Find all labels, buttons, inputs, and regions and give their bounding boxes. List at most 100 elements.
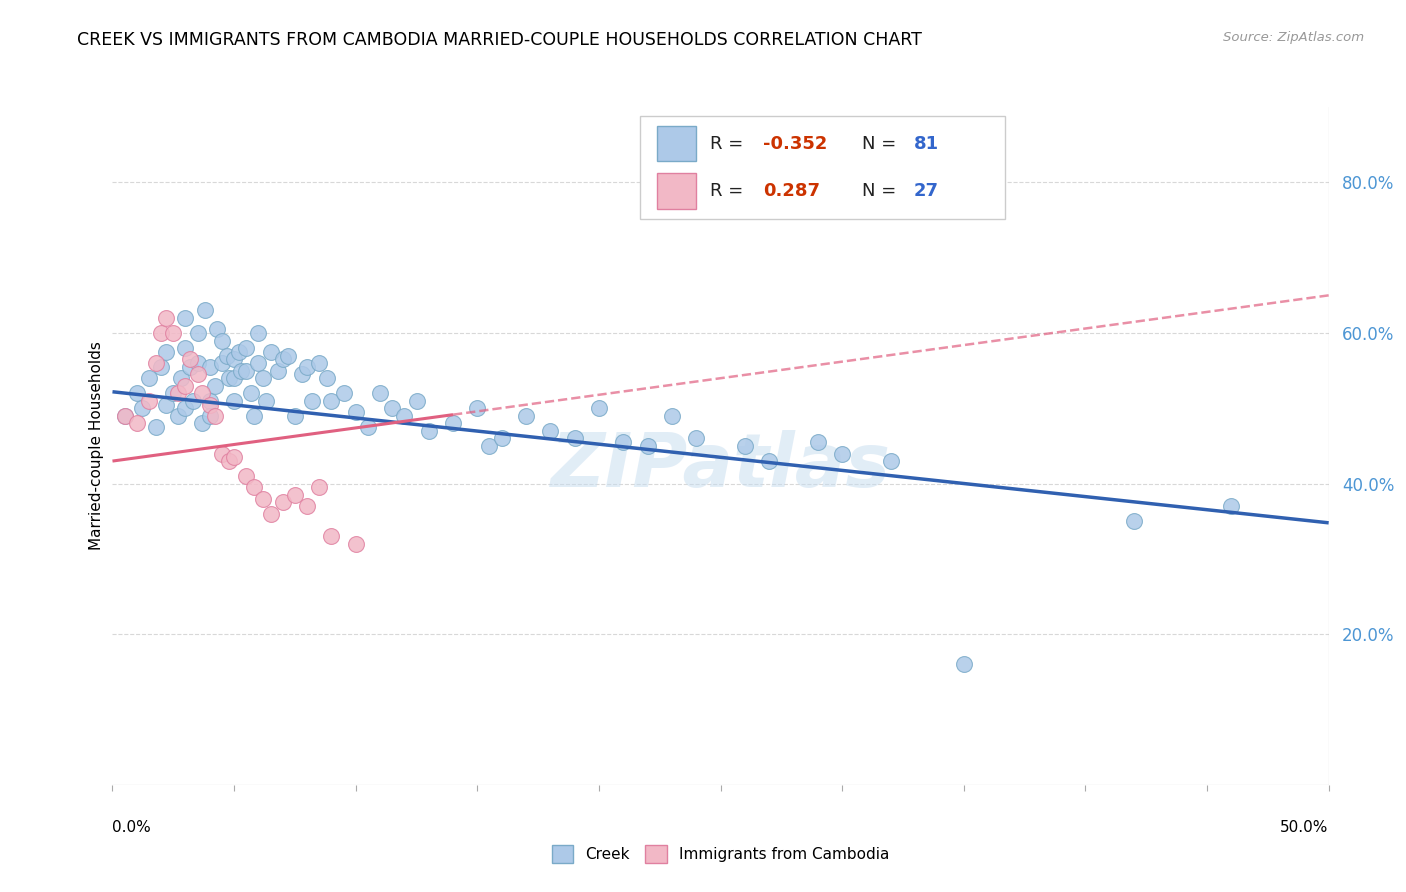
Point: [155, 398, 177, 412]
Point: [179, 359, 201, 374]
Point: [247, 356, 270, 370]
Point: [441, 417, 464, 431]
Point: [231, 364, 253, 378]
Point: [198, 359, 221, 374]
Point: [198, 393, 221, 408]
Point: [344, 405, 367, 419]
Point: [271, 495, 294, 509]
Point: [291, 368, 314, 382]
Point: [321, 393, 343, 408]
Point: [235, 469, 257, 483]
Text: Source: ZipAtlas.com: Source: ZipAtlas.com: [1223, 31, 1364, 45]
Point: [394, 409, 416, 423]
Point: [564, 432, 586, 446]
Point: [174, 341, 197, 355]
Text: 0.0%: 0.0%: [112, 821, 152, 835]
Point: [465, 401, 489, 416]
Point: [308, 356, 330, 370]
Point: [357, 420, 380, 434]
Point: [179, 352, 201, 367]
Text: N =: N =: [862, 182, 901, 200]
Point: [661, 409, 683, 423]
Point: [114, 409, 136, 423]
Point: [284, 409, 307, 423]
Text: -0.352: -0.352: [763, 135, 828, 153]
Point: [167, 409, 190, 423]
Point: [218, 454, 240, 468]
Text: 81: 81: [914, 135, 939, 153]
Point: [344, 537, 367, 551]
Point: [198, 398, 221, 412]
Point: [1123, 514, 1146, 528]
Text: ZIPatlas: ZIPatlas: [551, 430, 890, 503]
Point: [150, 359, 173, 374]
Point: [612, 435, 634, 450]
Point: [191, 386, 214, 401]
Point: [235, 364, 257, 378]
Point: [191, 417, 214, 431]
Point: [222, 393, 246, 408]
Point: [685, 432, 707, 446]
Point: [953, 657, 976, 672]
Point: [204, 409, 226, 423]
Legend: Creek, Immigrants from Cambodia: Creek, Immigrants from Cambodia: [546, 839, 896, 869]
Point: [215, 349, 238, 363]
Point: [259, 507, 281, 521]
Point: [242, 409, 264, 423]
Text: 50.0%: 50.0%: [1281, 821, 1329, 835]
Point: [247, 326, 270, 340]
Text: N =: N =: [862, 135, 901, 153]
Point: [405, 393, 427, 408]
Point: [588, 401, 610, 416]
Point: [277, 349, 299, 363]
Point: [218, 371, 240, 385]
Point: [491, 432, 513, 446]
Point: [734, 439, 756, 453]
Point: [211, 356, 233, 370]
Point: [174, 401, 197, 416]
Point: [222, 450, 246, 465]
Point: [259, 344, 281, 359]
Point: [222, 352, 246, 367]
Point: [169, 371, 191, 385]
Point: [478, 439, 501, 453]
Point: [138, 393, 160, 408]
Point: [174, 310, 197, 325]
Y-axis label: Married-couple Households: Married-couple Households: [89, 342, 104, 550]
Point: [831, 446, 853, 460]
Point: [252, 371, 274, 385]
Point: [418, 424, 440, 438]
Point: [240, 386, 263, 401]
Point: [145, 356, 167, 370]
Text: R =: R =: [710, 135, 749, 153]
Point: [758, 454, 780, 468]
Point: [515, 409, 537, 423]
Point: [181, 393, 204, 408]
Point: [222, 371, 246, 385]
Point: [301, 393, 323, 408]
Point: [155, 344, 177, 359]
Point: [155, 310, 177, 325]
Point: [198, 409, 221, 423]
Point: [194, 303, 217, 318]
Point: [162, 326, 184, 340]
Point: [138, 371, 160, 385]
Point: [315, 371, 337, 385]
Point: [321, 529, 343, 543]
Point: [228, 344, 250, 359]
Point: [145, 420, 167, 434]
Point: [807, 435, 830, 450]
Point: [150, 326, 173, 340]
Point: [125, 386, 148, 401]
Point: [538, 424, 561, 438]
Point: [295, 359, 318, 374]
Point: [1220, 500, 1243, 514]
Point: [332, 386, 354, 401]
Point: [187, 368, 209, 382]
Text: R =: R =: [710, 182, 755, 200]
Point: [125, 417, 148, 431]
Point: [211, 446, 233, 460]
Point: [295, 500, 318, 514]
Point: [187, 326, 209, 340]
Point: [637, 439, 659, 453]
